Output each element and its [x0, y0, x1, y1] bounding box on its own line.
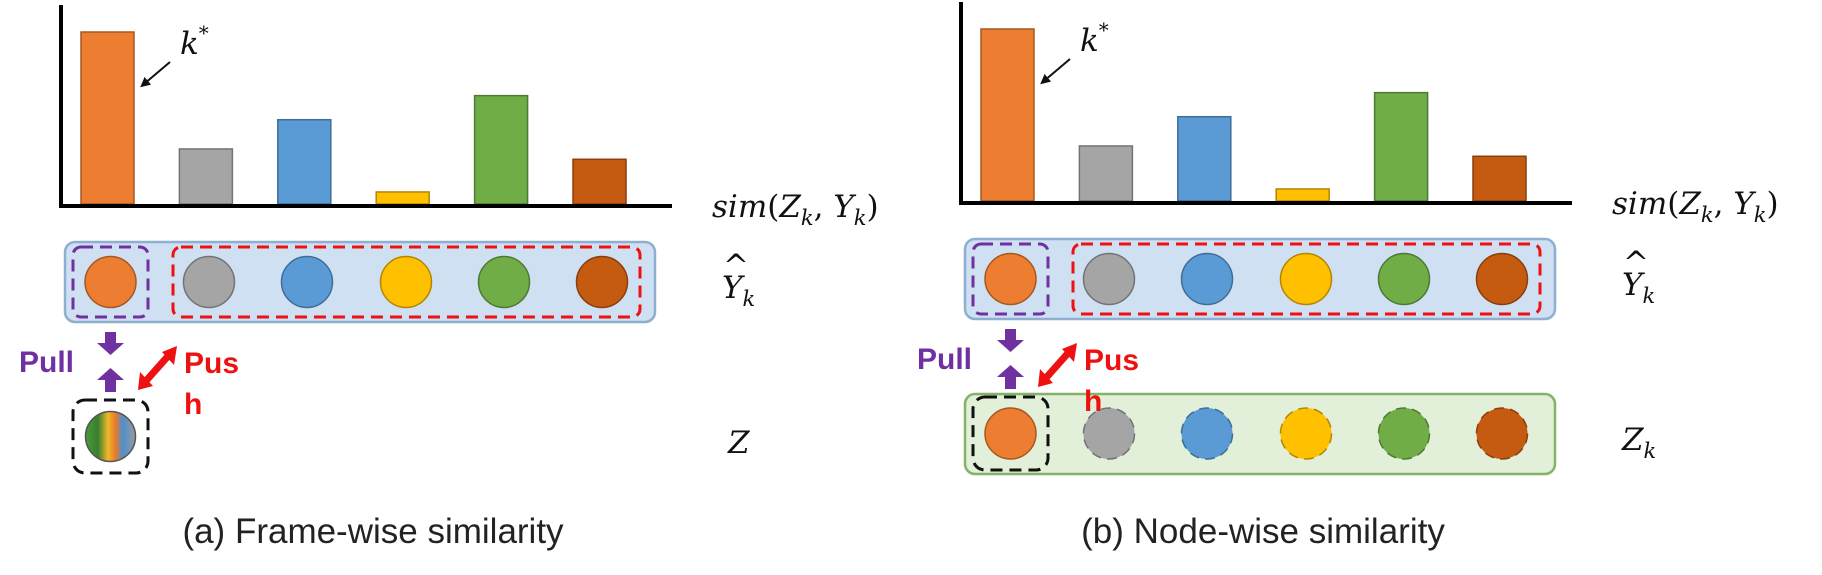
panel-b-sim-label: sim(Zk, Yk)	[1612, 186, 1779, 227]
panel-b-bar-3	[1177, 115, 1232, 202]
panel-b-z-node-5	[1377, 407, 1431, 460]
panel-b-push-label-2: h	[1084, 385, 1102, 418]
panel-b-y-node-5	[1377, 252, 1431, 306]
panel-b-bar-2	[1078, 145, 1134, 202]
panel-b-bar-1	[980, 28, 1035, 202]
panel-a-y-node-2	[182, 255, 236, 309]
panel-b-y-node-2	[1082, 252, 1136, 306]
panel-b-bar-4	[1275, 188, 1330, 202]
panel-a-z-label: Z	[727, 425, 750, 461]
panel-a-kstar-arrow	[140, 61, 171, 88]
panel-a-bar-1	[80, 31, 135, 205]
panel-b-y-nodes	[984, 252, 1529, 306]
panel-a-bar-2	[178, 148, 234, 205]
panel-a-push-arrow	[138, 346, 177, 390]
panel-b-z-box	[963, 392, 1557, 476]
panel-b-y-hat: ^	[1623, 245, 1649, 281]
panel-b-push-label: Pus	[1084, 344, 1139, 377]
panel-b-z-anchor-box	[971, 395, 1050, 472]
panel-a-pull-label: Pull	[19, 346, 74, 379]
panel-b-y-label: Yk	[1622, 267, 1655, 308]
panel-b-push-arrow	[1038, 343, 1077, 387]
panel-a-y-hat: ^	[723, 248, 749, 284]
panel-b-bar-5	[1373, 91, 1429, 202]
panel-a-bar-5	[473, 94, 529, 205]
panel-a-bar-3	[277, 118, 332, 205]
panel-a-bar-6	[572, 158, 627, 205]
panel-a-y-node-6	[575, 255, 629, 309]
panel-a-y-node-3	[280, 255, 334, 309]
panel-b-z-node-6	[1475, 407, 1529, 460]
panel-a-y-nodes	[84, 255, 629, 309]
panel-b-z-node-4	[1279, 407, 1333, 460]
panel-b-pull-label: Pull	[917, 343, 972, 376]
panel-a-pull-arrow-up	[97, 368, 124, 392]
panel-a: k* sim(Zk, Yk) Yk ^ Pull Pus h Z (a) Fra…	[19, 5, 879, 551]
panel-a-y-label: Yk	[722, 270, 755, 311]
panel-a-y-node-4	[379, 255, 433, 309]
panel-a-frame-node	[84, 410, 137, 463]
panel-b-y-node-4	[1279, 252, 1333, 306]
panel-a-bar-4	[375, 191, 430, 205]
panel-a-push-label: Pus	[184, 347, 239, 380]
panel-b-y-box	[963, 237, 1557, 321]
panel-a-chart	[80, 31, 627, 205]
panel-b-chart	[980, 28, 1527, 202]
panel-a-y-node-5	[477, 255, 531, 309]
panel-b-z-nodes	[984, 407, 1529, 460]
panel-a-caption: (a) Frame-wise similarity	[182, 512, 564, 551]
panel-b-pull-arrow-up	[997, 365, 1024, 389]
panel-b-kstar-arrow	[1040, 58, 1071, 85]
panel-b: k* sim(Zk, Yk) Yk ^ Pull Pus h Zk (b) No…	[917, 2, 1779, 551]
panel-b-bar-6	[1472, 155, 1527, 202]
panel-b-y-node-6	[1475, 252, 1529, 306]
panel-b-y-node-1	[984, 252, 1037, 306]
panel-a-sim-label: sim(Zk, Yk)	[712, 189, 879, 230]
panel-b-z-node-2	[1082, 407, 1136, 460]
panel-b-pull-arrow-down	[997, 329, 1024, 352]
panel-a-positive-box	[71, 245, 150, 319]
panel-b-z-label: Zk	[1621, 422, 1656, 463]
panel-a-push-label-2: h	[184, 388, 202, 421]
panel-b-z-node-1	[984, 407, 1037, 460]
panel-a-kstar-label: k*	[180, 21, 209, 62]
panel-b-y-node-3	[1180, 252, 1234, 306]
panel-b-caption: (b) Node-wise similarity	[1081, 512, 1445, 551]
panel-a-y-box	[63, 240, 657, 324]
panel-a-z-box	[71, 398, 150, 475]
panel-a-y-node-1	[84, 255, 137, 309]
panel-b-kstar-label: k*	[1080, 18, 1109, 59]
panel-b-z-node-3	[1180, 407, 1234, 460]
panel-a-pull-arrow-down	[97, 332, 124, 355]
panel-b-positive-box	[971, 242, 1050, 316]
